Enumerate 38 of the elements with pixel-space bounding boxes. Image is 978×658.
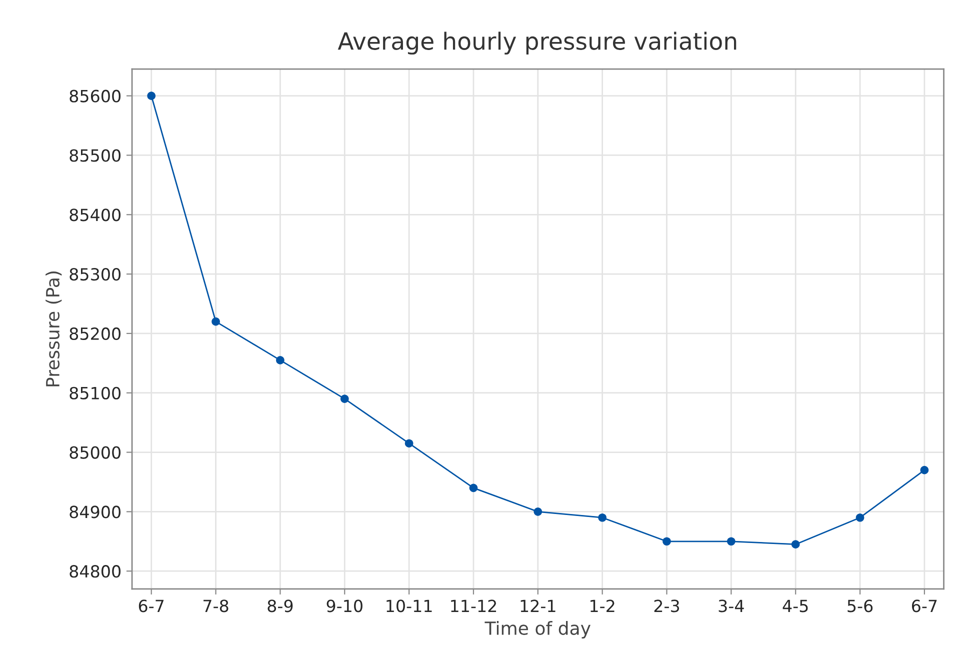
point <box>404 439 414 448</box>
point <box>920 466 929 474</box>
point <box>534 508 542 516</box>
x-tick-label: 1-2 <box>590 600 614 612</box>
chart-title: Average hourly pressure variation <box>338 32 736 55</box>
point <box>791 540 800 549</box>
x-tick-label: 6-7 <box>912 600 937 612</box>
x-tick-label: 12-1 <box>520 600 556 612</box>
y-axis-title: Pressure (Pa) <box>46 272 62 386</box>
y-tick-label: 85500 <box>70 149 121 162</box>
point <box>147 92 156 100</box>
point <box>598 513 606 522</box>
y-tick-label: 85200 <box>70 327 121 340</box>
x-axis-title: Time of day <box>484 621 590 638</box>
point <box>212 317 220 326</box>
x-tick-label: 2-3 <box>654 600 680 612</box>
y-tick-label: 85100 <box>70 386 121 400</box>
x-tick-label: 6-7 <box>138 600 164 612</box>
point <box>469 484 478 492</box>
y-tick-label: 84900 <box>70 506 121 518</box>
point <box>727 537 736 546</box>
point <box>340 394 349 403</box>
x-tick-label: 8-9 <box>268 600 293 612</box>
point <box>276 356 284 364</box>
x-tick-label: 4-5 <box>782 600 808 612</box>
x-tick-label: 9-10 <box>326 600 362 612</box>
x-tick-label: 3-4 <box>718 600 744 612</box>
point <box>856 513 864 522</box>
x-tick-label: 11-12 <box>451 600 496 612</box>
point <box>662 537 671 546</box>
x-tick-label: 5-6 <box>848 600 873 612</box>
y-tick-label: 85300 <box>70 268 121 281</box>
y-tick-label: 85400 <box>70 208 121 222</box>
x-tick-label: 10-11 <box>386 600 432 612</box>
y-tick-label: 85600 <box>70 90 121 102</box>
y-tick-label: 84800 <box>70 565 121 578</box>
x-tick-label: 7-8 <box>204 600 228 612</box>
y-tick-label: 85000 <box>70 446 121 459</box>
